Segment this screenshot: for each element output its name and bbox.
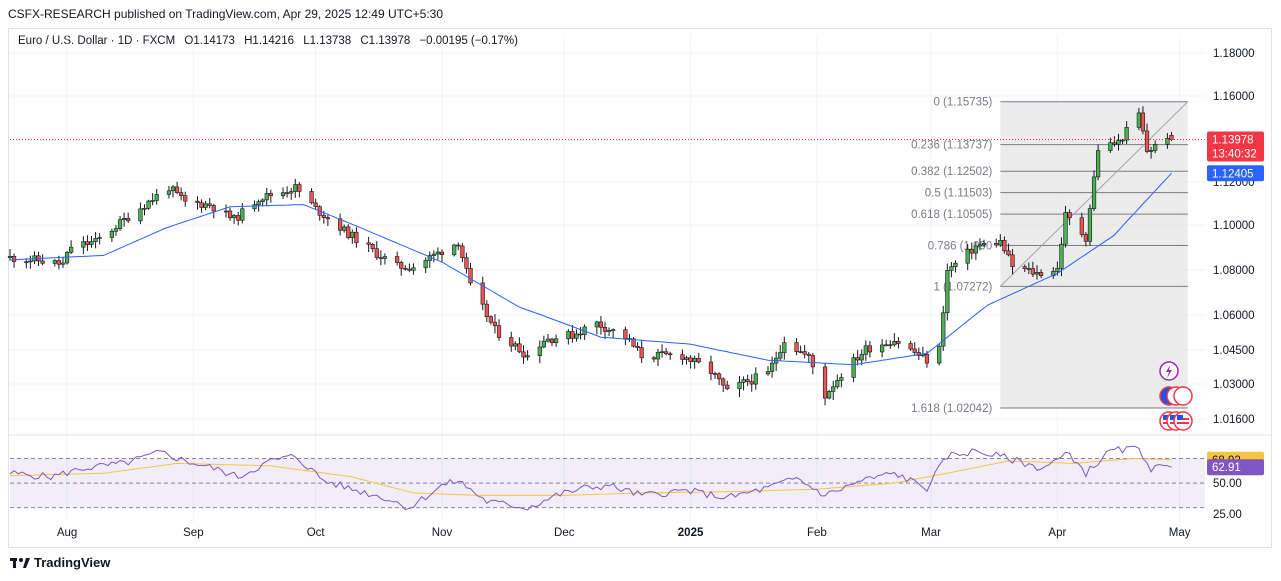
ohlc-close: C1.13978 <box>360 35 411 47</box>
tradingview-brand: TradingView <box>34 555 111 570</box>
price-change: −0.00195 (−0.17%) <box>419 35 518 47</box>
symbol-name[interactable]: Euro / U.S. Dollar · 1D · FXCM <box>18 35 176 47</box>
ohlc-low: L1.13738 <box>303 35 352 47</box>
tradingview-logo-icon <box>10 557 30 568</box>
chart-frame <box>8 28 1272 548</box>
symbol-legend: Euro / U.S. Dollar · 1D · FXCM O1.14173 … <box>18 35 524 47</box>
ohlc-open: O1.14173 <box>184 35 235 47</box>
tradingview-footer[interactable]: TradingView <box>10 555 110 570</box>
publisher-line: CSFX-RESEARCH published on TradingView.c… <box>8 7 444 21</box>
ohlc-high: H1.14216 <box>244 35 294 47</box>
